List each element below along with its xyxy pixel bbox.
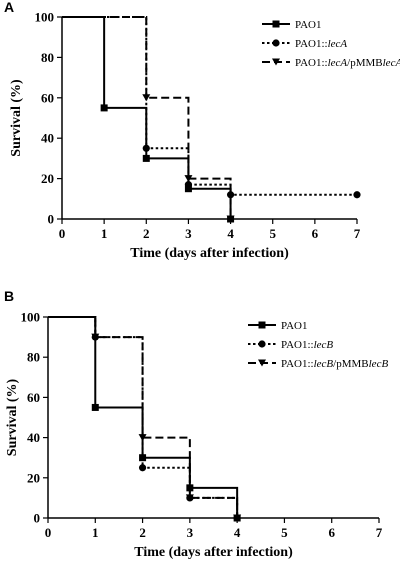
legend-label: PAO1::lecB/pMMBlecB — [281, 358, 388, 370]
data-point — [100, 104, 108, 112]
series-2 — [48, 316, 242, 522]
x-tick-label: 5 — [269, 226, 276, 241]
data-point — [138, 434, 147, 442]
y-axis-label: Survival (%) — [5, 378, 20, 456]
x-tick-label: 0 — [59, 226, 66, 241]
x-tick-label: 4 — [227, 226, 234, 241]
series-1 — [62, 16, 361, 199]
panel-label: B — [4, 288, 14, 304]
legend-label-part: /pMMB — [347, 57, 382, 69]
panel-b-chart: B 0 20 40 60 80 100 0 1 2 3 4 5 6 7 Time (days after in… — [4, 288, 388, 560]
series-0 — [62, 16, 235, 223]
legend-label: PAO1::lecB — [281, 339, 333, 351]
y-tick-label: 100 — [35, 10, 55, 25]
panel-label: A — [4, 0, 14, 15]
legend-label-part: lecA — [383, 57, 400, 69]
data-point — [184, 181, 193, 189]
legend-marker — [272, 20, 280, 28]
x-tick-label: 1 — [92, 525, 99, 540]
legend-label-part: PAO1 — [281, 320, 308, 332]
legend-marker — [258, 321, 266, 329]
x-tick-label: 5 — [281, 525, 288, 540]
data-point — [184, 185, 192, 193]
x-tick-label: 6 — [328, 525, 335, 540]
legend-label-part: lecA — [328, 57, 348, 69]
x-tick-label: 7 — [354, 226, 361, 241]
y-tick-label: 0 — [34, 511, 41, 526]
data-point — [142, 144, 150, 152]
y-tick-label: 40 — [41, 131, 54, 146]
x-tick-label: 2 — [139, 525, 146, 540]
x-tick-label: 3 — [187, 525, 194, 540]
legend-marker — [258, 340, 266, 348]
legend-label: PAO1::lecA/pMMBlecA — [295, 57, 400, 69]
y-tick-label: 100 — [21, 310, 41, 325]
legend-label: PAO1::lecA — [295, 38, 347, 50]
legend-label-part: PAO1:: — [281, 339, 314, 351]
data-point — [142, 154, 150, 162]
x-tick-label: 2 — [143, 226, 150, 241]
data-point — [226, 215, 235, 223]
legend-label-part: lecB — [369, 358, 389, 370]
series-2 — [62, 16, 235, 223]
legend-marker — [258, 359, 266, 367]
data-point — [226, 191, 235, 199]
data-point — [233, 514, 242, 522]
data-point — [142, 94, 151, 102]
series-0 — [48, 316, 241, 522]
data-point — [91, 333, 100, 341]
x-tick-label: 4 — [234, 525, 241, 540]
x-tick-label: 6 — [312, 226, 319, 241]
y-tick-label: 60 — [41, 90, 54, 105]
legend-label: PAO1 — [281, 320, 308, 332]
x-tick-label: 1 — [101, 226, 108, 241]
legend-label-part: lecA — [328, 38, 348, 50]
data-point — [184, 175, 193, 183]
y-tick-label: 60 — [27, 390, 40, 405]
y-tick-label: 20 — [41, 171, 54, 186]
data-point — [91, 403, 99, 411]
y-axis-label: Survival (%) — [9, 79, 24, 157]
x-tick-label: 7 — [376, 525, 383, 540]
legend-label-part: PAO1 — [295, 19, 322, 31]
data-point — [138, 464, 147, 472]
y-tick-label: 80 — [27, 350, 40, 365]
x-tick-label: 3 — [185, 226, 192, 241]
legend-label-part: PAO1:: — [295, 57, 328, 69]
y-tick-label: 20 — [27, 470, 40, 485]
series-line — [48, 316, 239, 518]
legend-label-part: lecB — [314, 358, 334, 370]
x-axis-label: Time (days after infection) — [134, 545, 293, 560]
y-tick-label: 80 — [41, 50, 54, 65]
legend-label-part: /pMMB — [333, 358, 368, 370]
series-1 — [48, 316, 241, 522]
series-line — [62, 16, 357, 196]
legend-label-part: PAO1:: — [281, 358, 314, 370]
x-axis-label: Time (days after infection) — [130, 246, 289, 261]
legend-marker — [272, 58, 280, 66]
data-point — [185, 494, 194, 502]
series-line — [62, 16, 232, 219]
y-tick-label: 40 — [27, 430, 40, 445]
data-point — [353, 191, 361, 199]
panel-a-chart: A 0 20 40 60 80 100 0 1 2 3 4 5 6 7 Time (days after in… — [4, 0, 400, 261]
y-tick-label: 0 — [48, 212, 55, 227]
legend-label: PAO1 — [295, 19, 322, 31]
legend-label-part: PAO1:: — [295, 38, 328, 50]
legend-label-part: lecB — [314, 339, 334, 351]
x-tick-label: 0 — [45, 525, 52, 540]
legend-marker — [272, 39, 280, 47]
